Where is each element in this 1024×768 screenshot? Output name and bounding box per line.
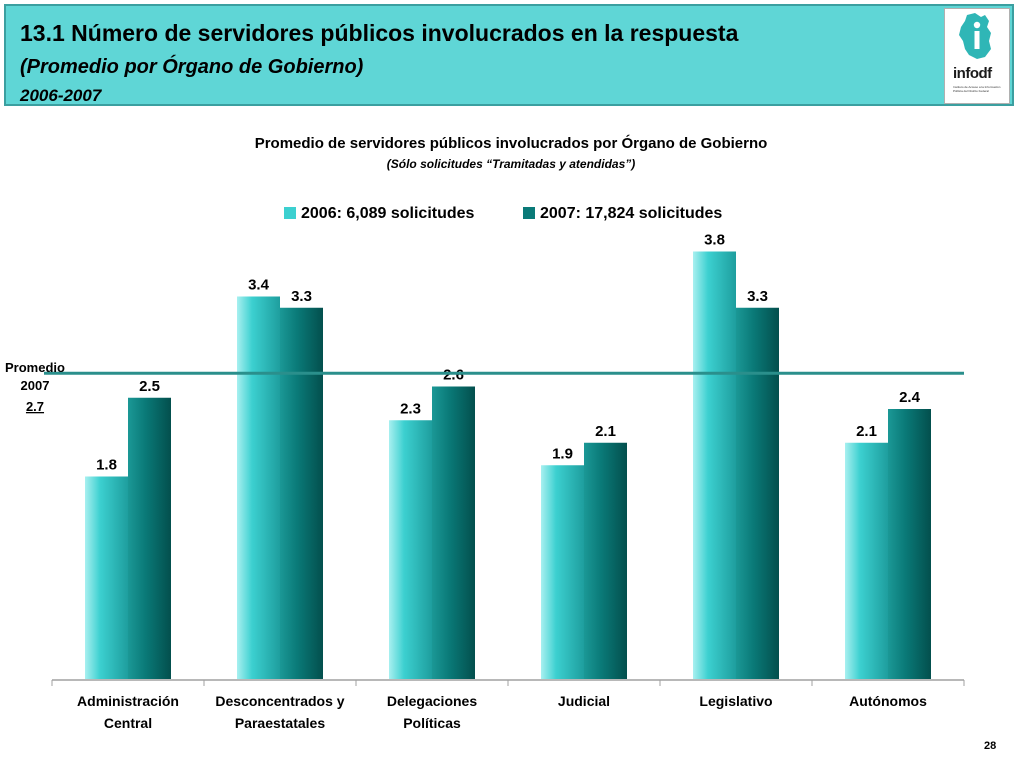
bar-2006	[845, 442, 888, 679]
category-label: Central	[104, 715, 152, 731]
legend-swatch-2006	[284, 207, 296, 219]
reference-line-label: 2007	[21, 378, 50, 393]
bar-2006	[541, 465, 584, 679]
bar-2006	[237, 296, 280, 679]
data-label: 2.5	[139, 378, 160, 395]
slide-subtitle: (Promedio por Órgano de Gobierno)	[20, 56, 364, 78]
category-label: Judicial	[558, 693, 610, 709]
legend-swatch-2007	[523, 207, 535, 219]
map-icon	[959, 13, 991, 59]
category-label: Paraestatales	[235, 715, 326, 731]
bar-2007	[128, 397, 171, 679]
chart-subtitle: (Sólo solicitudes “Tramitadas y atendida…	[387, 157, 636, 171]
logo-text: infodf	[953, 65, 992, 82]
data-label: 2.1	[856, 423, 877, 440]
bar-2007	[280, 307, 323, 679]
data-label: 2.3	[400, 400, 421, 417]
bar-2007	[432, 386, 475, 679]
legend-label: 2007: 17,824 solicitudes	[540, 205, 722, 222]
slide-years: 2006-2007	[20, 86, 102, 105]
category-label: Autónomos	[849, 693, 927, 709]
data-label: 3.3	[291, 288, 312, 305]
category-label: Delegaciones	[387, 693, 477, 709]
category-label: Políticas	[403, 715, 461, 731]
bar-2007	[736, 307, 779, 679]
category-label: Legislativo	[699, 693, 772, 709]
data-label: 3.8	[704, 232, 725, 249]
infodf-logo: infodf Instituto de Acceso a la Informac…	[944, 8, 1010, 104]
slide-title: 13.1 Número de servidores públicos invol…	[20, 20, 739, 46]
reference-line-label: Promedio	[5, 360, 65, 375]
data-label: 1.8	[96, 457, 117, 474]
bar-2006	[693, 251, 736, 679]
logo-small-text: Instituto de Acceso a la Información Púb…	[953, 85, 1001, 93]
reference-line-value: 2.7	[26, 399, 44, 414]
chart-title: Promedio de servidores públicos involucr…	[255, 134, 768, 152]
bar-2006	[85, 476, 128, 679]
category-label: Desconcentrados y	[215, 693, 344, 709]
slide-header: 13.1 Número de servidores públicos invol…	[4, 4, 1014, 106]
data-label: 2.6	[443, 367, 464, 384]
bar-2006	[389, 420, 432, 679]
bar-2007	[888, 409, 931, 679]
data-label: 3.3	[747, 288, 768, 305]
data-label: 1.9	[552, 445, 573, 462]
page-number: 28	[984, 740, 997, 752]
data-label: 2.4	[899, 389, 921, 406]
data-label: 2.1	[595, 423, 616, 440]
bar-2007	[584, 442, 627, 679]
legend-label: 2006: 6,089 solicitudes	[301, 205, 475, 222]
data-label: 3.4	[248, 277, 270, 294]
category-label: Administración	[77, 693, 179, 709]
